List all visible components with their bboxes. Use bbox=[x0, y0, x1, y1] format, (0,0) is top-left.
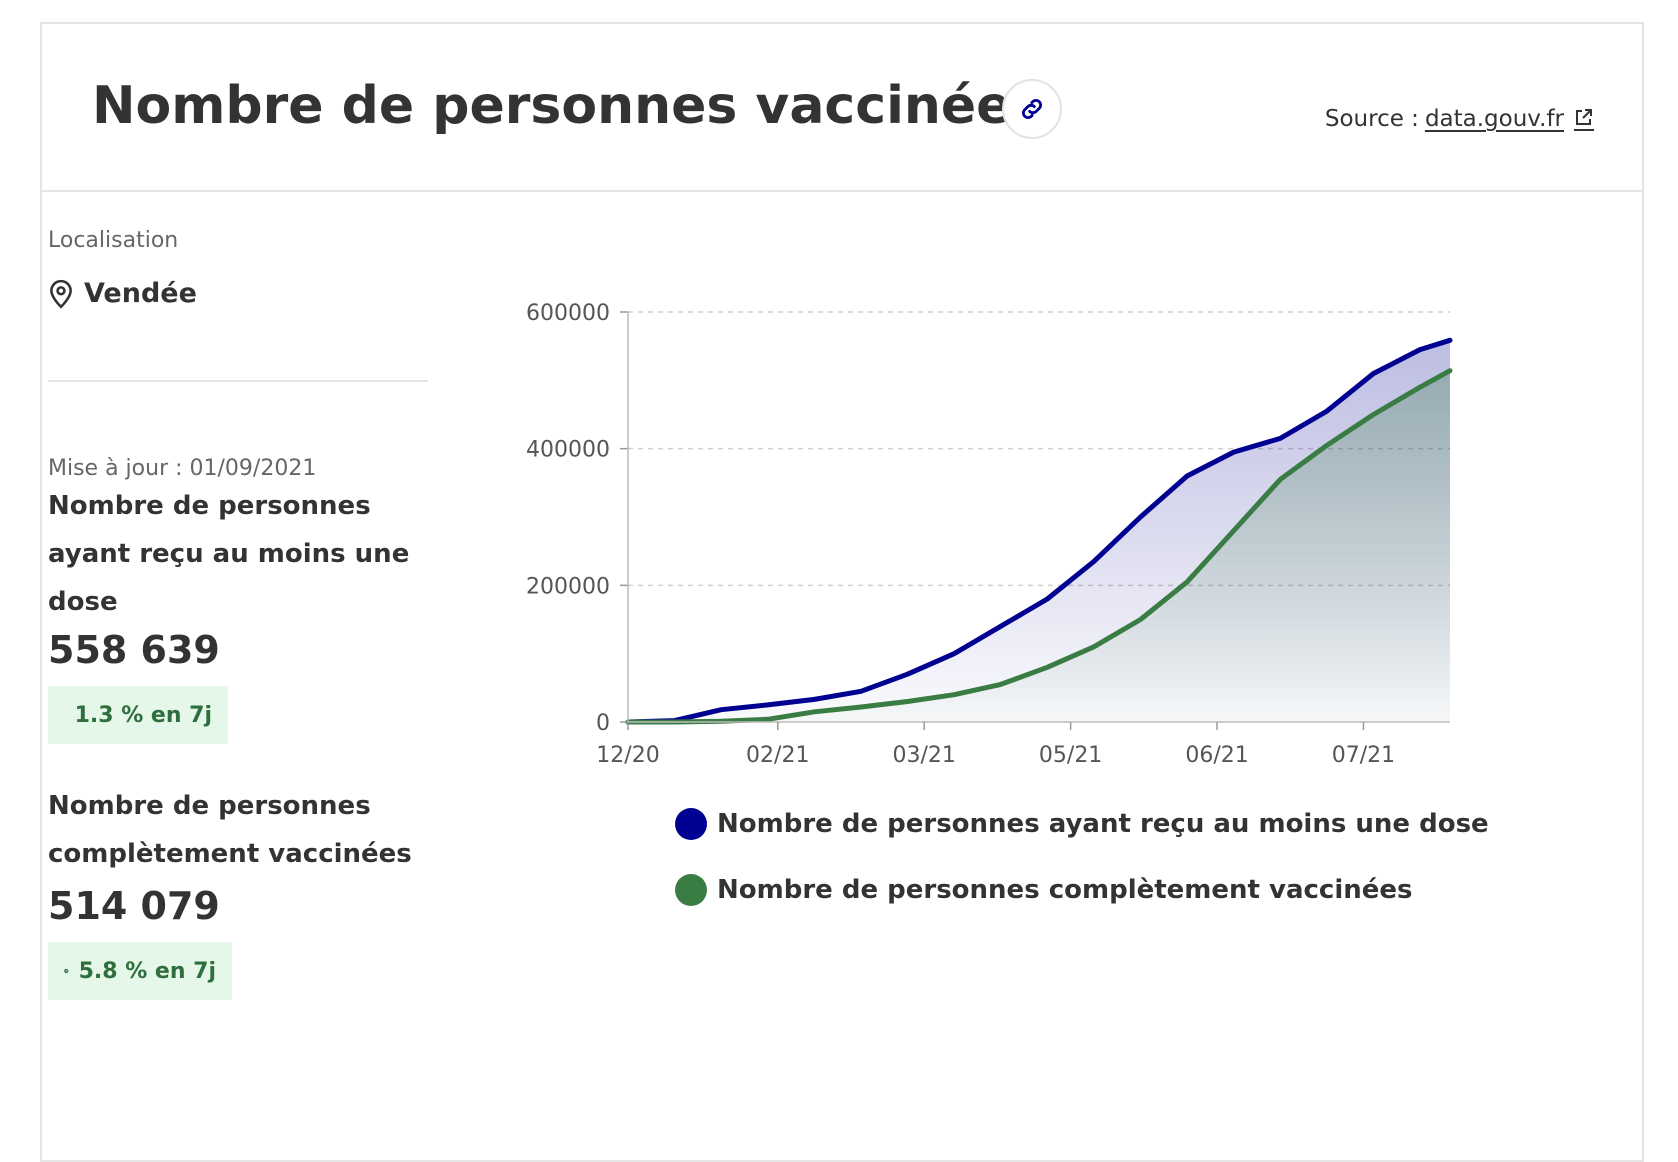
legend-dot-dose1 bbox=[675, 808, 707, 840]
x-tick-label: 05/21 bbox=[1039, 743, 1102, 768]
kpi-label-dose1: Nombre de personnes ayant reçu au moins … bbox=[48, 491, 410, 617]
card-header: Nombre de personnes vaccinées Source : d… bbox=[42, 24, 1642, 192]
kpi-badge-text: 1.3 % en 7j bbox=[74, 702, 212, 728]
kpi-badge-dose1: 1.3 % en 7j bbox=[48, 686, 228, 744]
divider bbox=[48, 380, 428, 382]
y-tick-label: 0 bbox=[596, 711, 610, 736]
line-complete bbox=[625, 368, 1453, 725]
kpi-badge-complete: 5.8 % en 7j bbox=[48, 942, 232, 1000]
legend-label-complete: Nombre de personnes complètement vacciné… bbox=[717, 875, 1413, 905]
legend-dot-complete bbox=[675, 874, 707, 906]
source-link[interactable]: data.gouv.fr bbox=[1424, 106, 1564, 132]
copy-link-button[interactable] bbox=[1002, 79, 1062, 139]
source-label: Source : bbox=[1324, 106, 1419, 132]
page-title: Nombre de personnes vaccinées bbox=[92, 76, 1043, 136]
y-tick-label: 400000 bbox=[526, 438, 610, 463]
update-date: Mise à jour : 01/09/2021 bbox=[48, 456, 317, 481]
link-icon bbox=[1021, 98, 1043, 120]
kpi-value-complete: 514 079 bbox=[48, 884, 220, 928]
y-tick-label: 200000 bbox=[526, 574, 610, 599]
kpi-badge-text: 5.8 % en 7j bbox=[78, 958, 216, 984]
location-label: Localisation bbox=[48, 228, 179, 253]
chart-svg: 0 200000 400000 600000 12/20 02/21 03/21 05/21 0… bbox=[526, 301, 1453, 768]
external-link-icon bbox=[1574, 109, 1594, 131]
x-tick-label: 07/21 bbox=[1332, 743, 1395, 768]
legend-item-complete[interactable]: Nombre de personnes complètement vacciné… bbox=[675, 874, 1489, 906]
legend-label-dose1: Nombre de personnes ayant reçu au moins … bbox=[717, 809, 1489, 839]
trend-up-icon bbox=[64, 714, 65, 716]
location-selector[interactable]: Vendée bbox=[48, 278, 197, 309]
chart-legend: Nombre de personnes ayant reçu au moins … bbox=[675, 808, 1489, 906]
source-info: Source : data.gouv.fr bbox=[1325, 106, 1594, 132]
area-complete bbox=[628, 370, 1450, 722]
x-tick-label: 12/20 bbox=[596, 743, 659, 768]
map-pin-icon bbox=[50, 279, 72, 309]
legend-item-dose1[interactable]: Nombre de personnes ayant reçu au moins … bbox=[675, 808, 1489, 840]
vaccination-chart: 0 200000 400000 600000 12/20 02/21 03/21 05/21 0… bbox=[520, 300, 1600, 860]
location-value: Vendée bbox=[84, 278, 197, 309]
x-tick-label: 02/21 bbox=[746, 743, 809, 768]
line-dose1 bbox=[625, 337, 1453, 725]
x-tick-label: 06/21 bbox=[1185, 743, 1248, 768]
x-tick-label: 03/21 bbox=[892, 743, 955, 768]
kpi-label-complete: Nombre de personnes complètement vacciné… bbox=[48, 791, 412, 869]
trend-up-icon bbox=[64, 968, 69, 974]
y-tick-label: 600000 bbox=[526, 301, 610, 326]
kpi-value-dose1: 558 639 bbox=[48, 628, 220, 672]
